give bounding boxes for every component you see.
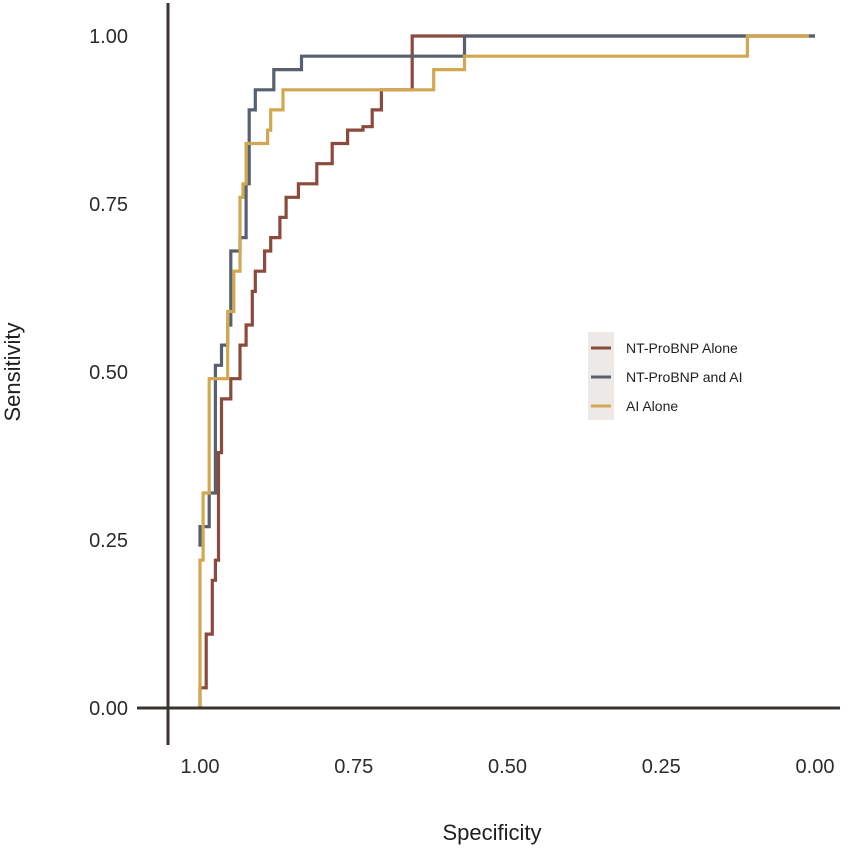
- series-line: [198, 34, 815, 547]
- legend-label: NT-ProBNP and AI: [626, 369, 742, 385]
- series-layer: [198, 34, 815, 708]
- y-axis-title: Sensitivity: [0, 322, 25, 421]
- x-tick-label: 0.50: [488, 756, 527, 778]
- x-axis-title: Specificity: [442, 820, 541, 845]
- y-tick-label: 0.50: [89, 362, 128, 384]
- series-line: [198, 34, 809, 708]
- legend-label: NT-ProBNP Alone: [626, 340, 738, 356]
- x-tick-label: 0.00: [796, 756, 835, 778]
- y-tick-label: 0.25: [89, 530, 128, 552]
- y-tick-label: 0.75: [89, 194, 128, 216]
- y-tick-label: 1.00: [89, 26, 128, 48]
- legend-label: AI Alone: [626, 398, 678, 414]
- x-tick-label: 1.00: [181, 756, 220, 778]
- x-tick-label: 0.25: [642, 756, 681, 778]
- x-tick-label: 0.75: [334, 756, 373, 778]
- legend: NT-ProBNP Alone NT-ProBNP and AI AI Alone: [588, 332, 742, 420]
- y-tick-label: 0.00: [89, 698, 128, 720]
- series-line: [198, 34, 815, 708]
- axes-layer: [137, 3, 840, 745]
- ticks-layer: 0.00 0.25 0.50 0.75 1.00 1.00 0.75 0.50 0.25 0.00: [89, 26, 834, 778]
